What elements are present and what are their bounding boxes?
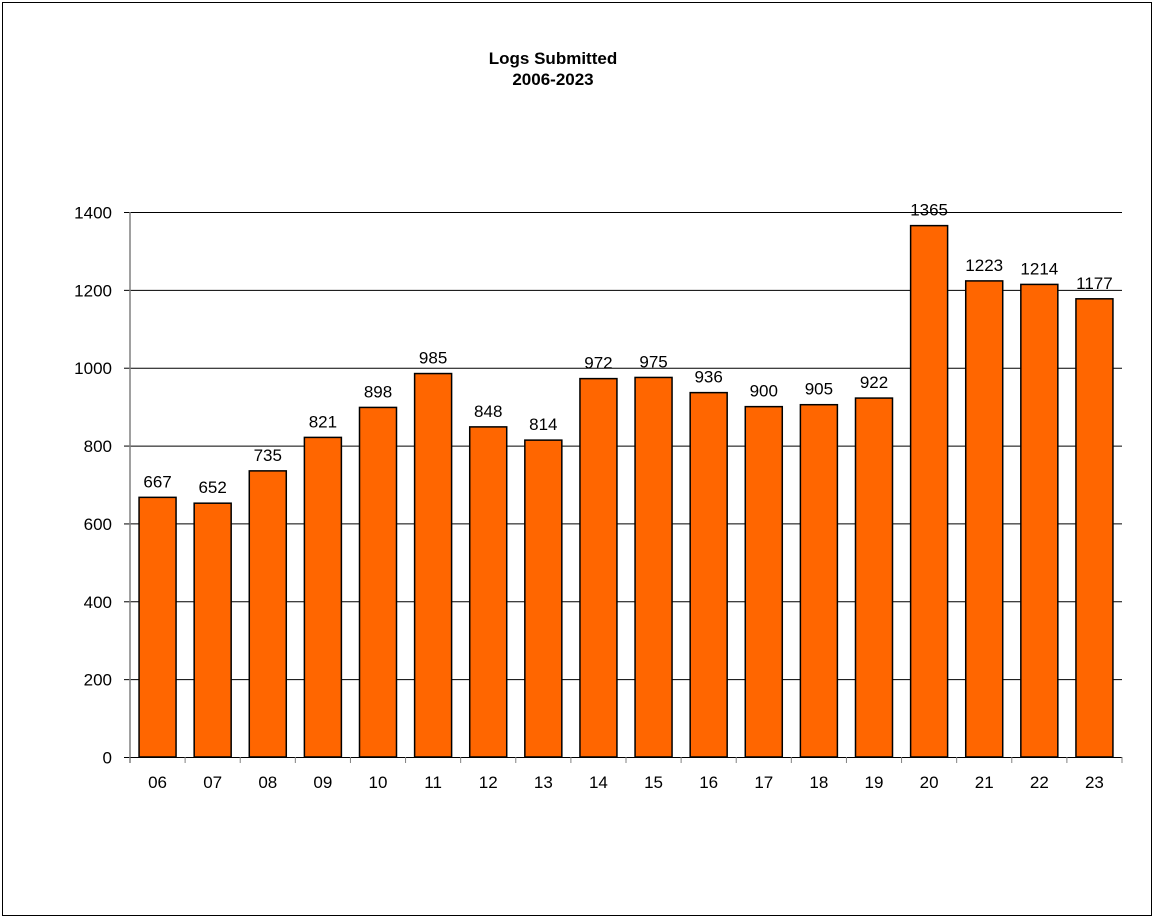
- x-tick-label: 19: [865, 773, 884, 792]
- x-tick-label: 16: [699, 773, 718, 792]
- data-label: 814: [529, 415, 557, 434]
- y-tick-label: 0: [103, 749, 112, 768]
- data-label: 667: [143, 472, 171, 491]
- bar: [413, 372, 453, 758]
- x-tick-label: 23: [1085, 773, 1104, 792]
- bar: [193, 502, 232, 758]
- bar: [468, 426, 508, 758]
- data-label: 900: [750, 382, 778, 401]
- data-label: 735: [254, 446, 282, 465]
- title-text: Logs Submitted: [488, 49, 618, 68]
- chart-title: Logs Submitted 2006-2023: [0, 48, 1106, 90]
- y-tick-label: 200: [84, 671, 112, 690]
- x-tick-label: 22: [1030, 773, 1049, 792]
- x-tick-label: 17: [754, 773, 773, 792]
- subtitle-text: 2006-2023: [512, 70, 594, 89]
- y-tick-label: 1200: [74, 281, 112, 300]
- bar: [1020, 283, 1059, 758]
- bar: [248, 470, 288, 758]
- data-label: 972: [584, 354, 612, 373]
- data-label: 922: [860, 373, 888, 392]
- bar: [689, 391, 728, 758]
- bar: [854, 397, 894, 758]
- data-label: 985: [419, 349, 447, 368]
- y-tick-label: 1000: [74, 359, 112, 378]
- x-tick-label: 07: [203, 773, 222, 792]
- bar: [524, 439, 563, 758]
- y-tick-label: 800: [84, 437, 112, 456]
- bar: [744, 405, 784, 758]
- x-tick-label: 15: [644, 773, 663, 792]
- x-tick-label: 18: [809, 773, 828, 792]
- x-tick-label: 21: [975, 773, 994, 792]
- data-label: 1177: [1076, 274, 1113, 293]
- data-label: 975: [639, 352, 667, 371]
- x-tick-label: 09: [313, 773, 332, 792]
- x-tick-label: 14: [589, 773, 608, 792]
- data-label: 848: [474, 402, 502, 421]
- data-label: 905: [805, 380, 833, 399]
- x-tick-label: 08: [258, 773, 277, 792]
- y-tick-label: 1400: [74, 204, 112, 223]
- data-label: 1223: [965, 256, 1003, 275]
- x-tick-label: 12: [479, 773, 498, 792]
- data-label: 898: [364, 382, 392, 401]
- y-tick-label: 600: [84, 515, 112, 534]
- bar: [799, 403, 839, 758]
- data-label: 936: [694, 368, 722, 387]
- x-tick-label: 13: [534, 773, 553, 792]
- bar: [358, 406, 398, 758]
- data-label: 652: [198, 478, 226, 497]
- bar: [964, 280, 1004, 758]
- x-tick-label: 11: [424, 773, 442, 792]
- bar: [138, 496, 177, 758]
- x-tick-label: 20: [920, 773, 939, 792]
- data-label: 1365: [910, 201, 948, 220]
- bar: [634, 376, 673, 758]
- data-label: 1214: [1020, 259, 1058, 278]
- x-tick-label: 06: [148, 773, 167, 792]
- bar: [579, 377, 618, 758]
- x-tick-label: 10: [369, 773, 388, 792]
- data-label: 821: [309, 412, 337, 431]
- y-tick-label: 400: [84, 593, 112, 612]
- bar: [909, 224, 949, 758]
- bar: [303, 436, 343, 758]
- bar: [1075, 298, 1114, 758]
